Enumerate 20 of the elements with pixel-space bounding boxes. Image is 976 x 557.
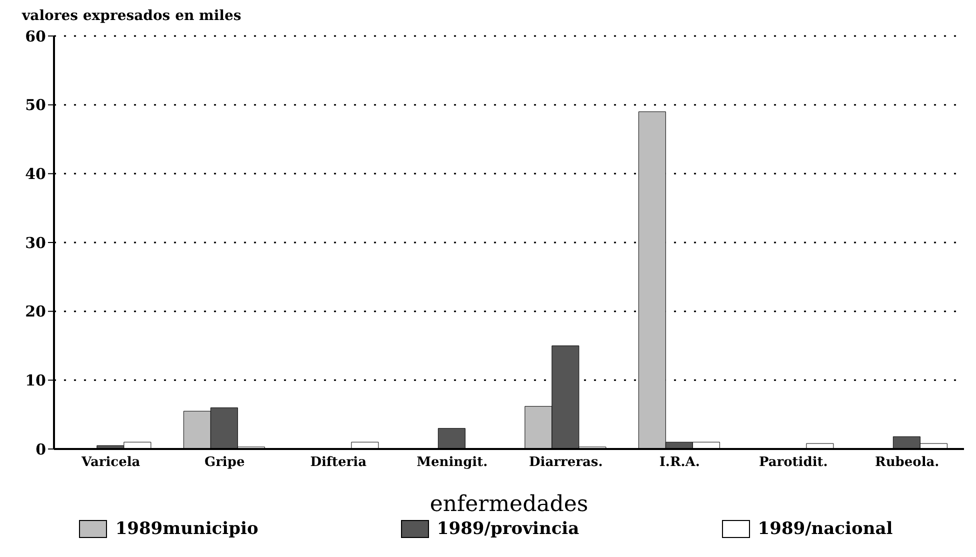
y-tick-label: 50 bbox=[25, 96, 46, 114]
y-axis-title: valores expresados en miles bbox=[22, 8, 242, 24]
x-tick-label: Varicela bbox=[80, 455, 141, 470]
x-tick-label: Difteria bbox=[310, 455, 368, 470]
x-tick-label: I.R.A. bbox=[659, 455, 700, 470]
y-tick-label: 0 bbox=[36, 440, 46, 458]
x-tick-label: Rubeola. bbox=[875, 455, 940, 470]
x-tick-label: Gripe bbox=[204, 455, 245, 470]
x-tick-label: Meningit. bbox=[416, 455, 488, 470]
y-tick-label: 20 bbox=[25, 302, 46, 321]
legend-label: 1989municipio bbox=[114, 519, 258, 539]
y-tick-label: 10 bbox=[25, 371, 46, 390]
legend-label: 1989/provincia bbox=[436, 519, 580, 539]
x-tick-label: Diarreras. bbox=[529, 455, 603, 470]
x-axis-title: enfermedades bbox=[430, 492, 588, 517]
y-tick-label: 40 bbox=[25, 164, 46, 183]
y-tick-label: 30 bbox=[25, 234, 46, 252]
x-tick-label: Parotidit. bbox=[758, 455, 828, 470]
y-tick-label: 60 bbox=[25, 27, 46, 46]
legend-label: 1989/nacional bbox=[756, 519, 893, 539]
